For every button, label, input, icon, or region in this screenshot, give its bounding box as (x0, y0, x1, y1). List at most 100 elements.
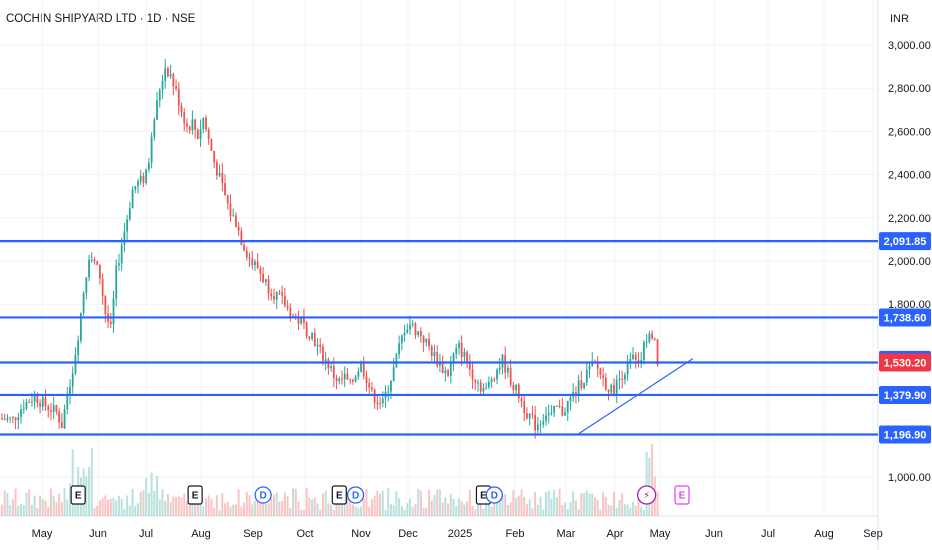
volume-bar (172, 496, 175, 516)
price-tag[interactable] (879, 308, 931, 327)
volume-bar (354, 506, 357, 516)
candle-body (20, 409, 22, 418)
volume-bar (520, 489, 523, 516)
candle-body (226, 195, 229, 204)
candle-body (477, 382, 479, 384)
candle-body (180, 105, 183, 112)
price-tag[interactable] (879, 385, 931, 404)
volume-bar (66, 499, 69, 516)
volume-bar (85, 475, 88, 516)
candle-body (539, 424, 542, 426)
volume-bar (441, 502, 444, 516)
volume-bar (224, 503, 227, 516)
price-tag[interactable] (879, 425, 931, 444)
volume-bar (221, 493, 224, 516)
candle-body (398, 343, 401, 355)
candle-body (316, 344, 319, 347)
dividend-marker[interactable] (254, 486, 272, 504)
candle-body (558, 405, 561, 407)
candle-body (281, 292, 284, 296)
event-marker-label: E (75, 491, 82, 502)
candle-body (629, 358, 632, 362)
volume-bar (324, 490, 327, 516)
y-tick-label: 1,800.00 (888, 299, 931, 311)
volume-bar (384, 509, 387, 516)
volume-bar (22, 504, 25, 516)
price-tag[interactable] (879, 232, 931, 251)
volume-bar (580, 493, 583, 516)
volume-bar (3, 490, 6, 516)
volume-bar (169, 502, 172, 516)
volume-bar (561, 505, 564, 516)
event-marker[interactable] (636, 485, 657, 505)
x-tick-label: May (32, 528, 53, 540)
volume-bar (283, 492, 286, 516)
volume-bar (525, 504, 528, 516)
volume-bar (117, 495, 120, 516)
candle-body (395, 354, 398, 367)
candle-body (433, 352, 436, 357)
volume-bar (297, 501, 300, 516)
volume-bar (308, 497, 311, 516)
candle-body (575, 392, 577, 394)
volume-bar (444, 497, 447, 516)
earnings-marker[interactable] (70, 485, 86, 505)
volume-bar (36, 508, 39, 516)
volume-bar (142, 490, 145, 516)
candle-body (607, 389, 610, 393)
volume-bar (637, 498, 640, 516)
x-tick-label: Nov (351, 528, 371, 540)
candle-body (400, 335, 403, 344)
candle-body (22, 408, 25, 410)
candle-body (360, 362, 362, 372)
dividend-marker[interactable] (485, 486, 503, 504)
price-tag[interactable] (879, 353, 931, 372)
earnings-marker[interactable] (187, 485, 203, 505)
candle-body (256, 261, 259, 268)
price-tag-label: 1,379.90 (884, 390, 927, 402)
candle-body (632, 354, 634, 359)
candle-body (248, 257, 251, 259)
volume-bar (215, 495, 218, 516)
candle-body (403, 332, 406, 336)
candle-body (653, 338, 656, 340)
candle-body (28, 401, 31, 403)
dividend-marker[interactable] (346, 486, 365, 504)
volume-bar (270, 497, 273, 516)
volume-bar (368, 506, 371, 516)
currency-label[interactable]: INR (890, 13, 909, 25)
volume-bar (436, 489, 439, 516)
candle-body (229, 203, 232, 217)
volume-bar (466, 500, 469, 516)
volume-bar (273, 494, 275, 516)
y-tick-label: 2,000.00 (888, 256, 931, 268)
candle-body (289, 307, 292, 319)
candle-body (224, 183, 226, 196)
volume-bar (433, 494, 436, 516)
earnings-marker[interactable] (674, 485, 690, 505)
candle-body (131, 189, 134, 209)
x-tick-label: Dec (398, 528, 418, 540)
volume-bar (226, 501, 229, 516)
volume-bar (528, 499, 531, 516)
x-tick-label: Feb (506, 528, 525, 540)
volume-bar (316, 503, 319, 516)
candle-body (158, 90, 161, 101)
candle-body (580, 380, 583, 389)
trendline[interactable] (578, 358, 694, 435)
candle-body (409, 324, 411, 330)
candle-body (343, 373, 346, 380)
volume-bar (596, 499, 599, 516)
volume-bar (218, 509, 221, 516)
volume-bar (417, 489, 420, 516)
volume-bar (251, 504, 254, 516)
candle-body (3, 418, 6, 420)
volume-bar (487, 504, 490, 516)
candle-body (25, 401, 28, 409)
volume-bar (158, 499, 161, 516)
candle-body (504, 354, 507, 373)
candle-body (39, 403, 41, 407)
earnings-marker[interactable] (331, 485, 347, 505)
